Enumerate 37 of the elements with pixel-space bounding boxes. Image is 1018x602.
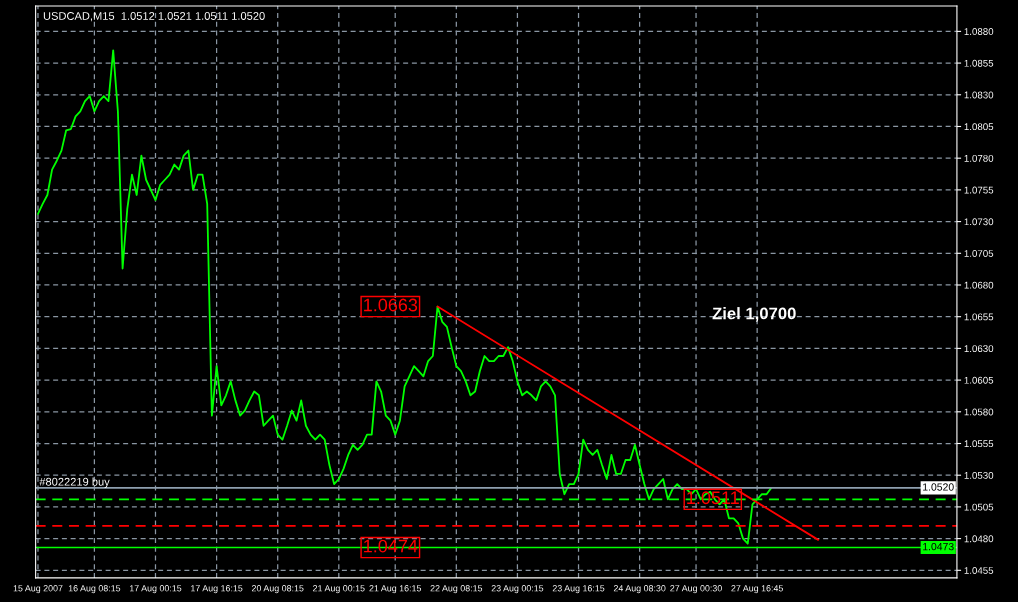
y-tick-label: 1.0855 — [964, 59, 994, 67]
y-tick-label: 1.0505 — [964, 503, 994, 511]
x-tick-label: 22 Aug 08:15 — [430, 585, 483, 594]
y-tick-label: 1.0655 — [964, 313, 994, 321]
y-tick-label: 1.0705 — [964, 250, 994, 257]
x-tick-label: 27 Aug 16:45 — [731, 585, 783, 594]
x-tick-label: 21 Aug 16:15 — [369, 585, 422, 594]
y-tick-label: 1.0605 — [964, 376, 994, 384]
y-tick-label: 1.0780 — [964, 154, 994, 162]
x-tick-label: 17 Aug 16:15 — [191, 585, 243, 594]
x-tick-label: 20 Aug 08:15 — [251, 585, 304, 594]
y-tick-label: 1.0480 — [964, 535, 994, 543]
x-tick-label: 23 Aug 00:15 — [491, 585, 544, 594]
y-tick-label: 1.0580 — [964, 408, 994, 416]
chart-title: USDCAD,M15 1.0512 1.0521 1.0511 1.0520 — [43, 12, 265, 22]
x-tick-label: 24 Aug 08:30 — [613, 585, 666, 594]
y-tick-label: 1.0805 — [964, 123, 994, 131]
y-tick-label: 1.0755 — [964, 186, 994, 194]
x-tick-label: 23 Aug 16:15 — [552, 585, 605, 594]
x-tick-label: 27 Aug 00:30 — [670, 585, 722, 594]
annotation: 1.0663 — [364, 298, 418, 312]
annotation: 1.0473 — [923, 542, 954, 551]
y-tick-label: 1.0455 — [964, 567, 994, 574]
x-tick-label: 21 Aug 00:15 — [313, 585, 365, 594]
annotation: Ziel 1,0700 — [712, 307, 796, 322]
y-tick-label: 1.0730 — [964, 218, 994, 226]
annotation: 1.0520 — [923, 483, 954, 491]
x-tick-label: 16 Aug 08:15 — [68, 585, 121, 594]
y-tick-label: 1.0880 — [964, 28, 994, 35]
y-tick-label: 1.0555 — [964, 440, 994, 448]
x-tick-label: 15 Aug 2007 — [13, 585, 63, 594]
y-tick-label: 1.0530 — [964, 471, 994, 479]
y-tick-label: 1.0830 — [964, 91, 994, 99]
x-tick-label: 17 Aug 00:15 — [129, 585, 182, 594]
y-tick-label: 1.0680 — [964, 281, 994, 289]
ref-line-label: #8022219 buy — [39, 477, 110, 488]
y-tick-label: 1.0630 — [964, 345, 994, 353]
